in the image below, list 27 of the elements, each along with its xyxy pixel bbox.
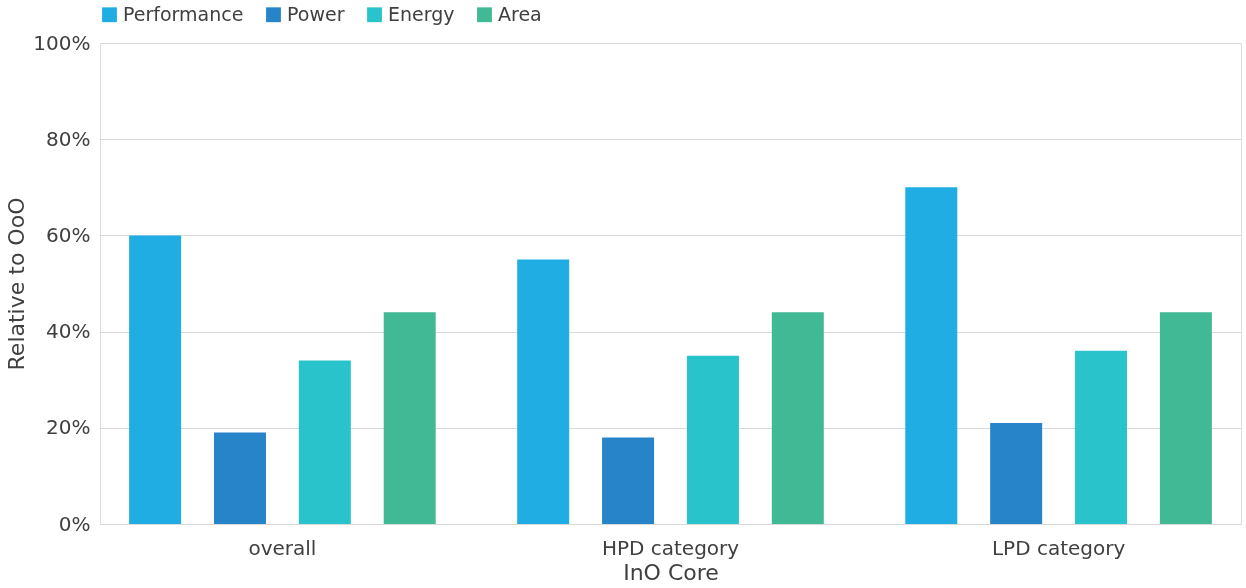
x-tick-label: LPD category (991, 535, 1126, 560)
y-tick-label: 0% (58, 511, 91, 536)
y-tick-label: 20% (46, 415, 91, 440)
legend-label: Energy (388, 2, 455, 25)
bar (1075, 350, 1128, 524)
bar (602, 437, 655, 524)
bar (990, 422, 1043, 524)
y-axis-title: Relative to OoO (4, 197, 30, 371)
bar (686, 355, 739, 524)
bar (517, 259, 570, 524)
x-axis-title: InO Core (623, 559, 719, 585)
bar (905, 187, 958, 524)
legend-label: Performance (123, 2, 244, 25)
bar (129, 235, 182, 524)
legend-label: Area (498, 2, 542, 25)
y-tick-label: 40% (46, 319, 91, 344)
legend-label: Power (287, 2, 345, 25)
x-tick-label: overall (248, 535, 317, 560)
bar (1159, 312, 1212, 524)
y-tick-label: 80% (46, 126, 91, 151)
y-tick-label: 60% (46, 222, 91, 247)
x-tick-label: HPD category (601, 535, 740, 560)
y-tick-label: 100% (33, 30, 91, 55)
bar (213, 432, 266, 524)
bar (771, 312, 824, 524)
bar (298, 360, 351, 524)
bar (383, 312, 436, 524)
